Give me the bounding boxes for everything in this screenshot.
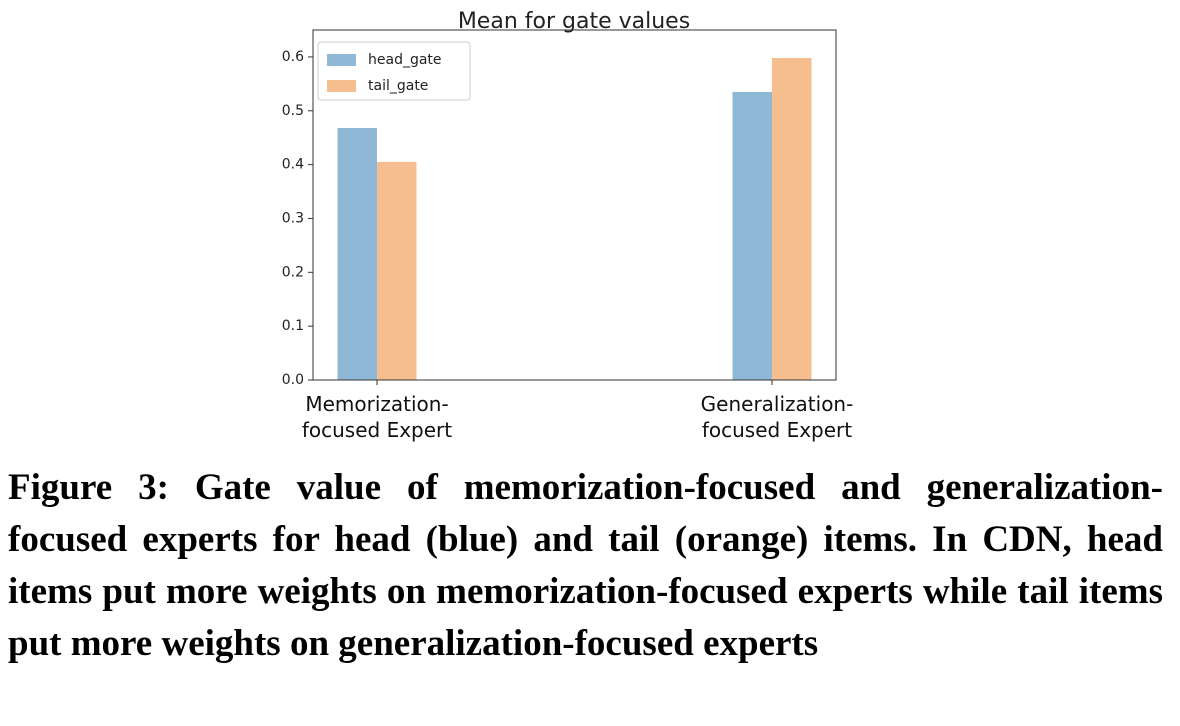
y-tick-label: 0.3 — [282, 210, 304, 226]
plot-frame — [312, 29, 837, 381]
x-tick-label: Generalization-focused Expert — [700, 392, 854, 442]
y-tick-label: 0.5 — [282, 103, 304, 119]
y-tick-label: 0.6 — [282, 49, 304, 65]
bar — [772, 58, 812, 380]
legend-label: tail_gate — [368, 78, 428, 94]
y-tick-label: 0.4 — [282, 157, 304, 173]
legend-swatch — [327, 80, 356, 92]
x-tick-label: Memorization-focused Expert — [301, 392, 453, 442]
bar — [377, 161, 417, 380]
chart: Mean for gate values 0.00.10.20.30.40.50… — [282, 9, 837, 388]
caption: Figure 3: Gate value of memorization-foc… — [8, 467, 1163, 664]
bar — [732, 91, 772, 380]
bar — [337, 128, 377, 380]
legend-label: head_gate — [368, 52, 442, 68]
y-tick-label: 0.0 — [282, 372, 304, 388]
legend-swatch — [327, 54, 356, 66]
y-tick-label: 0.1 — [282, 318, 304, 334]
y-tick-label: 0.2 — [282, 264, 304, 280]
